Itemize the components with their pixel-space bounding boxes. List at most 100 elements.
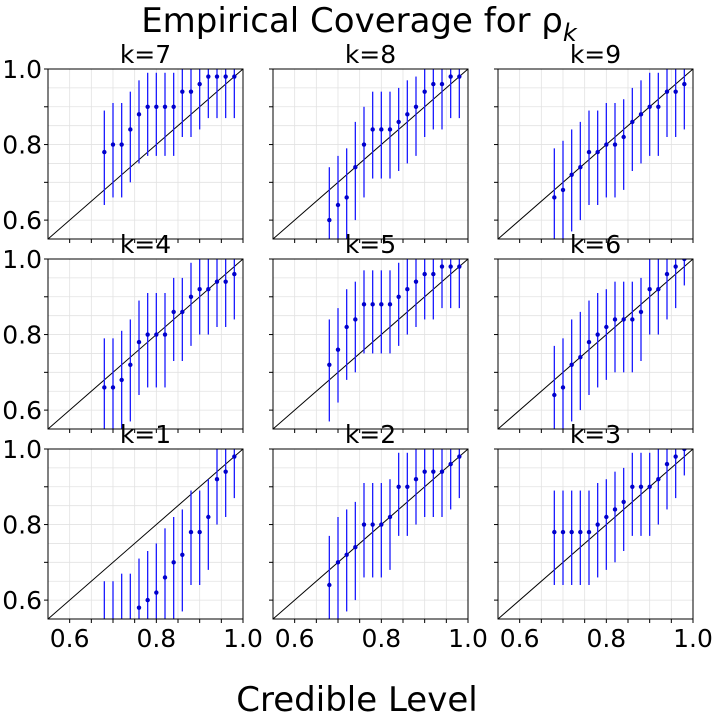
data-point	[188, 89, 194, 94]
panel-k=5: k=5	[269, 230, 469, 433]
data-point	[188, 294, 194, 299]
data-point	[335, 202, 341, 208]
y-tick-label: 0.8	[2, 131, 42, 160]
x-tick-label: 1.0	[673, 624, 713, 653]
data-point	[361, 142, 367, 147]
data-point	[673, 264, 678, 269]
data-point	[448, 74, 453, 79]
data-point	[457, 454, 462, 459]
panel-k=6: k=6	[494, 230, 694, 433]
subplot-title: k=9	[570, 40, 621, 69]
data-point	[439, 469, 445, 474]
data-point	[171, 104, 176, 109]
data-point	[214, 74, 220, 79]
data-point	[638, 484, 644, 489]
data-point	[136, 339, 142, 345]
panel-k=7: k=7 0.6 0.8 1.0	[2, 40, 244, 243]
data-point	[630, 317, 635, 322]
data-point	[171, 309, 176, 315]
plot-frame	[497, 68, 694, 240]
plot-frame	[47, 448, 244, 620]
x-axis-label: Credible Level	[236, 680, 477, 720]
subplot-title: k=6	[570, 230, 621, 259]
data-point	[595, 522, 600, 527]
data-point	[188, 529, 194, 535]
data-point	[413, 477, 419, 482]
data-point	[604, 514, 609, 520]
data-point	[162, 332, 168, 337]
data-point	[612, 142, 618, 147]
subplot-title: k=5	[345, 230, 396, 259]
data-point	[119, 142, 124, 147]
data-point	[154, 590, 159, 595]
data-point	[448, 264, 453, 269]
data-point	[145, 597, 150, 603]
data-point	[682, 449, 687, 452]
plot-frame	[272, 448, 469, 620]
data-point	[630, 484, 635, 489]
data-point	[431, 271, 436, 277]
data-point	[656, 477, 661, 482]
x-tick-label: 0.8	[586, 624, 626, 653]
x-tick-label: 0.6	[50, 624, 90, 653]
data-point	[136, 112, 142, 117]
data-point	[621, 317, 626, 322]
reference-line	[48, 69, 243, 239]
data-point	[413, 279, 419, 284]
data-point	[586, 339, 592, 345]
data-point	[370, 522, 375, 527]
data-point	[197, 81, 202, 87]
data-point	[612, 507, 618, 512]
figure-title-text: Empirical Coverage for ρ	[141, 1, 563, 41]
plot-frame	[47, 258, 244, 430]
x-tick-label: 1.0	[223, 624, 263, 653]
data-point	[457, 264, 462, 269]
data-point	[353, 545, 358, 550]
series	[327, 449, 462, 619]
data-point	[387, 514, 393, 520]
data-point	[664, 271, 670, 277]
data-point	[387, 302, 393, 307]
subplot-title: k=8	[345, 40, 396, 69]
y-tick-label: 0.8	[2, 321, 42, 350]
data-point	[327, 362, 332, 367]
y-tick-label: 1.0	[2, 55, 42, 84]
x-tick-label: 0.8	[361, 624, 401, 653]
data-point	[370, 302, 375, 307]
subplot-title: k=7	[120, 40, 171, 69]
data-point	[145, 332, 150, 337]
y-tick-label: 1.0	[2, 245, 42, 274]
plot-frame	[497, 258, 694, 430]
figure-title-subscript: k	[563, 19, 578, 47]
data-point	[664, 461, 670, 467]
data-point	[379, 302, 384, 307]
data-point	[162, 575, 168, 580]
data-point	[621, 499, 626, 505]
data-point	[370, 127, 375, 132]
series	[103, 449, 237, 619]
data-point	[422, 469, 427, 474]
data-point	[327, 217, 332, 223]
data-point	[630, 119, 635, 125]
data-point	[327, 582, 332, 588]
data-point	[413, 104, 419, 109]
plot-frame	[272, 68, 469, 240]
data-point	[154, 104, 159, 109]
data-point	[344, 324, 349, 330]
data-point	[664, 89, 670, 94]
data-point	[621, 134, 626, 140]
reference-line	[498, 449, 693, 619]
data-point	[119, 377, 124, 383]
data-point	[682, 81, 687, 87]
data-point	[405, 112, 410, 117]
data-point	[586, 149, 592, 155]
subplot-title: k=2	[345, 420, 396, 449]
data-point	[405, 484, 410, 489]
data-point	[171, 560, 176, 565]
data-point	[422, 89, 427, 94]
panel-k=1: k=1 0.6 0.8 1.0 0.6 0.8 1.0	[2, 420, 263, 653]
data-point	[560, 187, 566, 193]
data-point	[682, 259, 687, 262]
plot-frame	[272, 258, 469, 430]
